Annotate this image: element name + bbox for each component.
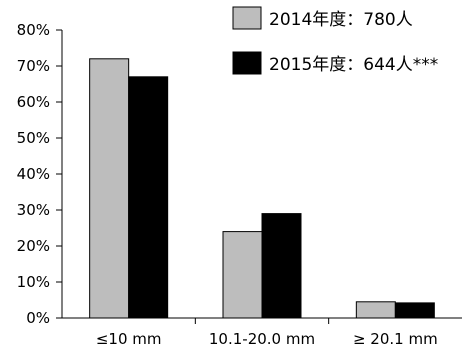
x-tick-label: 10.1-20.0 mm	[209, 330, 315, 348]
bar-series-1	[89, 58, 130, 319]
legend-label: 2014年度：780人	[269, 10, 413, 30]
y-tick-label: 20%	[17, 237, 50, 255]
bar-series-2	[128, 76, 169, 319]
bar-series-1	[222, 231, 263, 319]
x-axis: ≤10 mm 10.1-20.0 mm ≥ 20.1 mm	[62, 317, 462, 348]
legend-swatch	[232, 6, 262, 30]
bar-series-2	[394, 302, 435, 319]
legend: 2014年度：780人 2015年度：644人***	[232, 6, 438, 75]
y-tick-label: 30%	[17, 201, 50, 219]
bar-series-1	[355, 301, 396, 319]
y-tick-label: 60%	[17, 93, 50, 111]
y-tick-label: 80%	[17, 21, 50, 39]
legend-label: 2015年度：644人***	[269, 55, 438, 75]
bar-series-2	[261, 213, 302, 319]
y-tick-label: 40%	[17, 165, 50, 183]
y-tick-label: 10%	[17, 273, 50, 291]
y-tick-label: 0%	[26, 309, 50, 327]
bars	[89, 58, 435, 319]
y-axis: 0% 10% 20% 30% 40% 50% 60% 70% 80%	[17, 21, 63, 327]
y-tick-label: 50%	[17, 129, 50, 147]
x-tick-label: ≥ 20.1 mm	[353, 330, 438, 348]
legend-swatch	[232, 51, 262, 75]
x-tick-label: ≤10 mm	[96, 330, 162, 348]
y-tick-label: 70%	[17, 57, 50, 75]
